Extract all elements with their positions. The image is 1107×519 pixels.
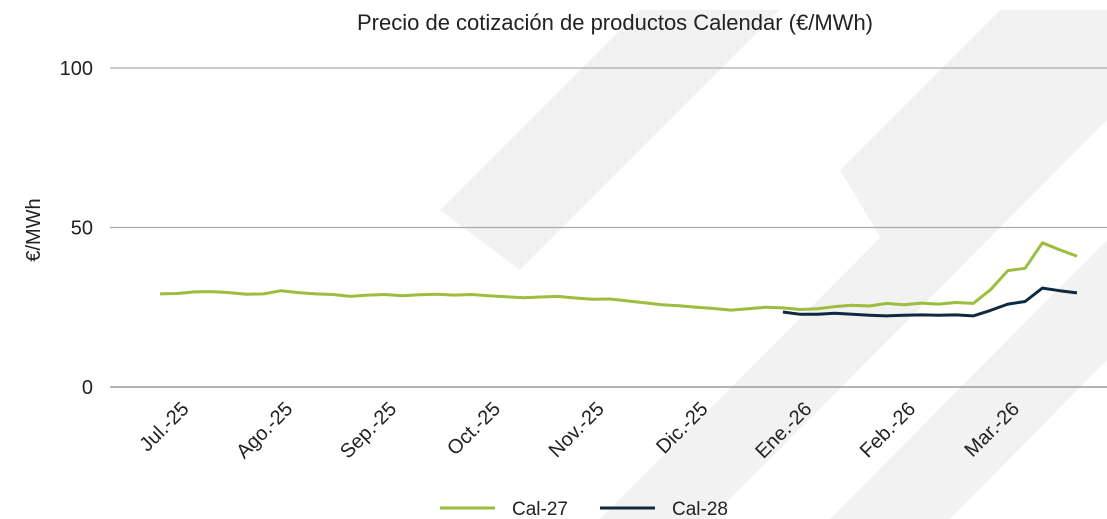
legend-label: Cal-28 xyxy=(672,499,728,519)
watermark-stripe xyxy=(830,240,1107,519)
y-tick-label: 100 xyxy=(60,58,93,80)
legend-label: Cal-27 xyxy=(512,499,568,519)
x-tick-label: Sep.-25 xyxy=(336,398,401,463)
y-tick-label: 50 xyxy=(71,218,93,240)
series-line xyxy=(782,286,1078,318)
watermark xyxy=(440,10,1107,519)
watermark-stripe xyxy=(440,10,780,270)
x-tick-label: Jul.-25 xyxy=(136,398,194,456)
series-line xyxy=(159,241,1078,312)
x-tick-label: Ago.-25 xyxy=(232,398,297,463)
y-tick-label: 0 xyxy=(82,377,93,399)
chart-title: Precio de cotización de productos Calend… xyxy=(357,10,873,35)
x-tick-label: Nov.-25 xyxy=(545,398,609,462)
y-axis-label: €/MWh xyxy=(23,198,45,261)
x-tick-label: Oct.-25 xyxy=(443,398,505,460)
watermark-stripe xyxy=(840,10,1107,270)
